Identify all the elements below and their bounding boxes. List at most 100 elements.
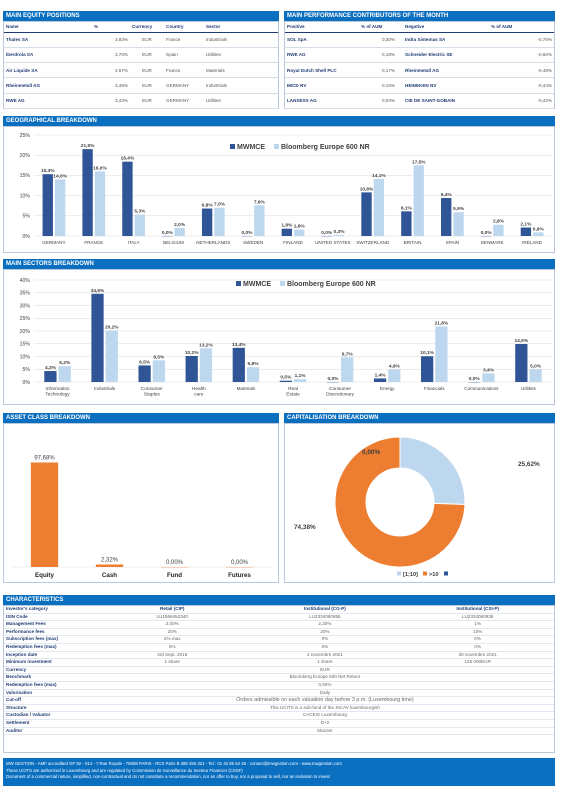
equity-positions-table: Name % Currency Country Sector Thales SA… (3, 21, 279, 109)
equity-row: Thales SA 3,93% EUR France Industrials (4, 32, 278, 48)
geographical-header: GEOGRAPHICAL BREAKDOWN (3, 116, 555, 126)
characteristics-row: Settlement D+2 (4, 719, 554, 728)
category-label: Industrials (94, 386, 116, 391)
y-tick-label: 25% (20, 133, 31, 139)
asset-category-label: Cash (102, 572, 117, 579)
asset-class-chart: 97,68% Equity 2,32% Cash 0,00% Fund 0,00% Futur… (12, 455, 272, 579)
category-label: DENMARK (481, 240, 505, 245)
equity-sector: Utilities (204, 47, 278, 64)
bar-mwmce (185, 355, 198, 382)
characteristic-value: EUR (95, 666, 554, 675)
bar-value-label: 16,0% (93, 165, 107, 171)
category-label: FINLAND (283, 240, 303, 245)
characteristics-row: Performance fees 20% 20% 10% (4, 628, 554, 637)
positive-name: Royal Dutch Shell PLC (285, 62, 359, 79)
equity-weight: 3,43% (92, 93, 130, 109)
equity-weight: 3,49% (92, 77, 130, 94)
asset-value-label: 2,32% (101, 558, 119, 564)
bar-value-label: 6,1% (401, 205, 413, 211)
col-country: Country (164, 22, 204, 33)
negative-aum: -0,76% (489, 32, 554, 48)
negative-aum: -0,48% (489, 62, 554, 79)
bar-mwmce (201, 208, 213, 236)
bar-value-label: 3,4% (483, 367, 495, 373)
col-pos-aum: % of AUM (359, 22, 397, 33)
characteristics-row: Structure This UCITS is a sub-fund of the… (4, 704, 554, 713)
characteristic-label: Settlement (4, 719, 96, 728)
characteristic-label: Management Fees (4, 620, 96, 629)
characteristic-value: 1% (401, 620, 554, 629)
equity-sector: Industrials (204, 32, 278, 48)
bar-mwmce (279, 380, 292, 382)
bar-value-label: 1,4% (375, 372, 387, 378)
characteristic-value: LU2334080939 (401, 613, 554, 622)
equity-weight: 3,93% (92, 32, 130, 48)
bar-value-label: 4,9% (389, 364, 401, 370)
category-label: Financials (424, 386, 445, 391)
category-label: SWITZERLAND (356, 240, 390, 245)
bar-benchmark (254, 205, 265, 236)
bar-value-label: 34,6% (91, 288, 105, 294)
characteristic-value: 0% (248, 643, 402, 652)
contributor-row: IMCD NV 0,15% HEINEKEN NV -0,44% (285, 77, 554, 94)
pie-slice (399, 436, 466, 506)
characteristic-value: 125 000EUR (401, 658, 554, 667)
bar-value-label: 0,0% (242, 230, 254, 236)
characteristic-value: Institutional (CSI-P) (401, 606, 554, 614)
asset-category-label: Equity (35, 572, 54, 579)
category-label: SPAIN (446, 240, 459, 245)
pie-value-label: 0,00% (362, 449, 380, 456)
positive-name: SOL SpA (285, 32, 359, 48)
col-positive: Positive (285, 22, 359, 33)
characteristic-label: ISIN Code (4, 613, 96, 622)
negative-name: HEINEKEN NV (397, 77, 489, 94)
bar-value-label: 14,9% (515, 338, 529, 344)
category-label: NETHERLANDS (196, 240, 230, 245)
legend-label-benchmark: Bloomberg Europe 600 NR (287, 281, 376, 288)
legend-swatch-mwmce (230, 144, 235, 149)
bar-benchmark (341, 357, 354, 382)
legend-swatch (444, 571, 448, 576)
equity-country: GERMANY (164, 77, 204, 94)
characteristics-row: Valorisation Daily (4, 689, 554, 698)
characteristic-value: Orders admissible on each valuation day … (95, 696, 554, 705)
bar-value-label: 21,8% (435, 320, 449, 326)
bar-mwmce (421, 356, 434, 382)
asset-value-label: 97,68% (34, 455, 55, 461)
characteristics-row: Redemption fees (max) 0,00% (4, 681, 554, 690)
characteristics-header: CHARACTERISTICS (3, 595, 555, 605)
characteristics-row: Benchmark Bloomberg Europe 600 Net Return (4, 673, 554, 682)
equity-row: Air Liquide SA 3,57% EUR France Materials (4, 62, 278, 79)
bar-value-label: 6,2% (59, 360, 71, 366)
characteristic-value: 2,00% (95, 620, 249, 629)
characteristic-label: Custodian / Valuator (4, 711, 96, 720)
asset-bar (30, 462, 59, 567)
bar-benchmark (94, 171, 106, 236)
positive-aum: 0,15% (359, 77, 397, 94)
bar-mwmce (232, 347, 245, 382)
col-currency: Currency (130, 22, 164, 33)
category-label: Utilities (521, 386, 537, 391)
category-label: GERMANY (42, 240, 65, 245)
equity-weight: 3,57% (92, 62, 130, 79)
bar-benchmark (435, 326, 448, 382)
bar-benchmark (54, 179, 66, 236)
characteristic-label: Auditor (4, 727, 96, 736)
characteristics-row: Subscription fees (max) 2% max 0% 0% (4, 635, 554, 644)
bar-value-label: 0,9% (533, 226, 545, 232)
equity-sector: Industrials (204, 77, 278, 94)
characteristic-value: This UCITS is a sub-fund of the SICAV lu… (95, 704, 554, 713)
characteristic-value: 1 share (95, 658, 249, 667)
bar-benchmark (294, 379, 307, 382)
bar-value-label: 1,8% (281, 223, 293, 229)
characteristics-table: Investor's category Retail (CIP) Instituti… (3, 605, 555, 753)
characteristic-value: Mazars (95, 727, 554, 736)
bar-value-label: 0,0% (481, 230, 493, 236)
equity-row: Rheinmetall AG 3,49% EUR GERMANY Industrials (4, 77, 278, 94)
equity-row: RWE AG 3,43% EUR GERMANY Utilities (4, 93, 278, 109)
pie-value-label: 25,62% (518, 461, 540, 468)
bar-value-label: 20,2% (105, 324, 119, 330)
positive-aum: 0,30% (359, 32, 397, 48)
category-label: Communications (464, 386, 499, 391)
bar-value-label: 4,3% (45, 365, 57, 371)
